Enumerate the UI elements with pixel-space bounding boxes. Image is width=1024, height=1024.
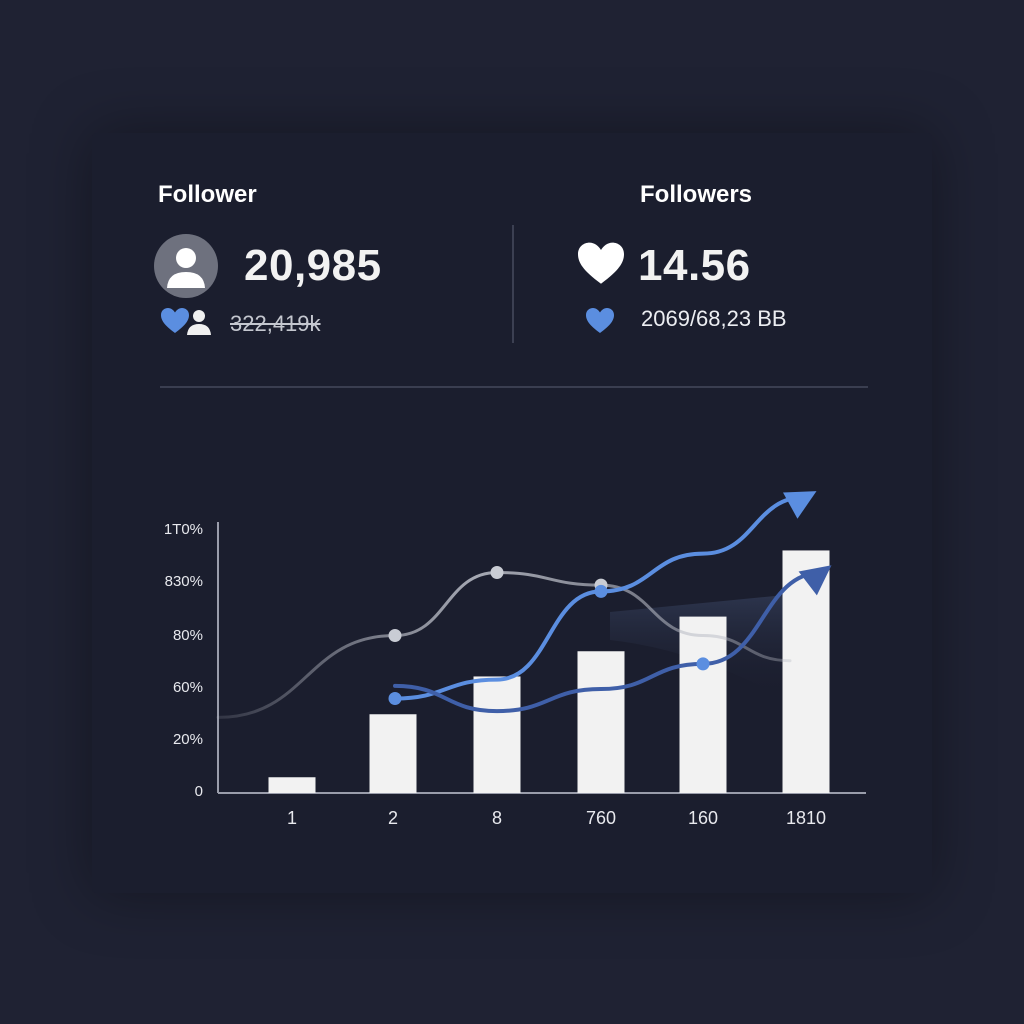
y-tick-label: 60% (173, 679, 203, 696)
follower-title: Follower (158, 181, 257, 208)
bar (679, 616, 727, 793)
y-tick-label: 0 (195, 783, 203, 800)
bar (268, 777, 316, 793)
y-tick-label: 20% (173, 731, 203, 748)
heart-icon (576, 241, 626, 292)
line-marker (388, 629, 402, 642)
bar (782, 550, 830, 793)
x-tick-label: 1 (287, 808, 297, 828)
arrow-head (782, 491, 817, 519)
trend-line-gray (216, 570, 792, 719)
line-marker (490, 566, 504, 579)
x-tick-label: 1810 (786, 808, 826, 828)
bar (473, 676, 521, 793)
follower-sub-value: 322,419k (230, 311, 321, 336)
followers-title: Followers (640, 181, 753, 208)
vertical-divider (512, 225, 514, 343)
people-icon (184, 308, 214, 341)
line-marker (696, 657, 710, 671)
followers-sub-value: 2069/68,23 BB (641, 306, 787, 331)
small-heart-icon (585, 307, 615, 340)
y-tick-label: 80% (173, 627, 203, 644)
trend-line-dark-blue-arrow (393, 570, 824, 714)
y-tick-label: 830% (165, 573, 203, 590)
x-tick-label: 160 (688, 808, 718, 828)
person-icon (154, 234, 218, 298)
x-tick-label: 760 (586, 808, 616, 828)
line-marker (594, 584, 608, 598)
follower-count: 20,985 (244, 241, 382, 290)
followers-count: 14.56 (638, 241, 751, 290)
heart-icon (160, 307, 190, 340)
x-tick-label: 2 (388, 808, 398, 828)
bar (369, 714, 417, 793)
horizontal-divider (160, 386, 868, 388)
line-marker (388, 692, 402, 705)
arrow-head (798, 565, 832, 596)
x-tick-label: 8 (492, 808, 502, 828)
y-tick-label: 1T0% (164, 521, 203, 538)
bar (577, 651, 625, 793)
